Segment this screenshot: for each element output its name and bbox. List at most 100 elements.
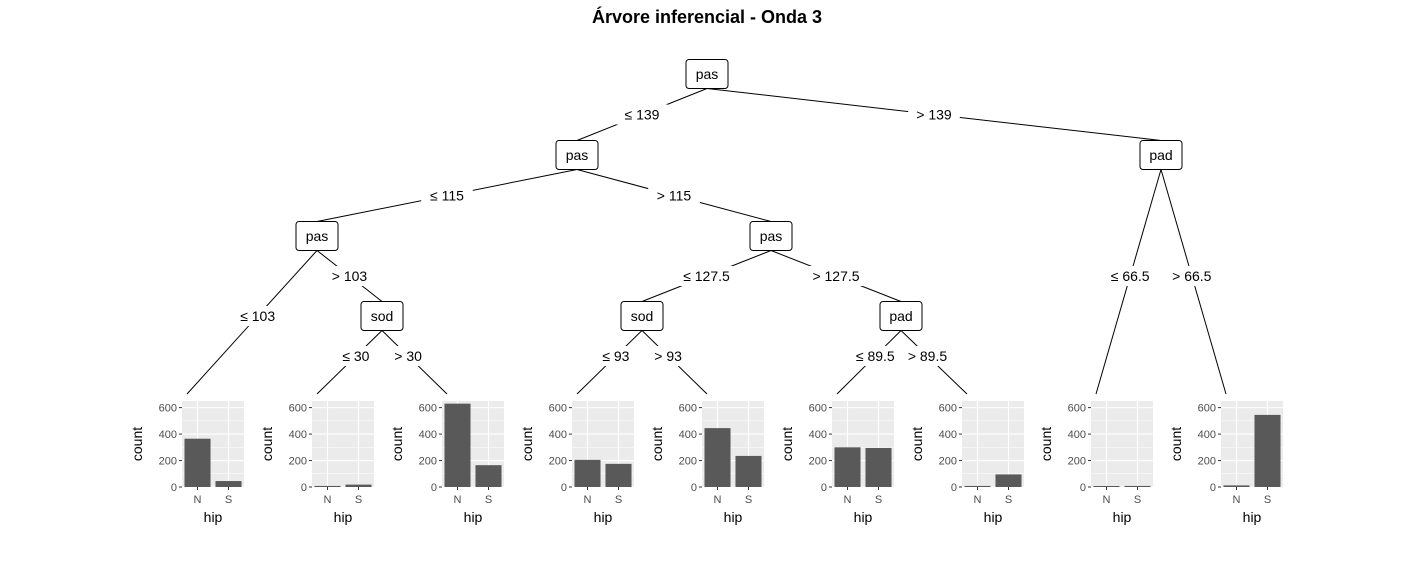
- x-tick-label: S: [745, 494, 752, 506]
- bar-N: [444, 403, 471, 487]
- x-tick-label: N: [844, 494, 852, 506]
- y-axis-title: count: [779, 427, 795, 461]
- node-box: [879, 301, 923, 331]
- edge-labels-layer: ≤ 139 > 139 ≤ 115 > 115 ≤ 103 > 103 ≤ 30 > 30 ≤ …: [231, 104, 1222, 366]
- bar-S: [475, 465, 502, 487]
- chart-title: Árvore inferencial - Onda 3: [592, 6, 822, 27]
- bar-S: [605, 463, 632, 487]
- bar-N: [574, 459, 601, 487]
- x-axis-title: hip: [854, 509, 873, 525]
- node-label: pad: [889, 308, 912, 324]
- y-axis-title: count: [909, 427, 925, 461]
- edge-label-bg: [333, 346, 378, 366]
- y-tick-label: 200: [549, 456, 567, 468]
- edge-label: > 89.5: [908, 348, 948, 364]
- y-tick-label: 0: [431, 482, 437, 494]
- x-axis-title: hip: [724, 509, 743, 525]
- bar-N: [314, 485, 341, 487]
- y-tick-label: 600: [809, 403, 827, 415]
- x-axis-title: hip: [204, 509, 223, 525]
- edge-label: > 66.5: [1172, 268, 1212, 284]
- tree-node-1: pas: [685, 59, 729, 89]
- y-tick-label: 400: [809, 429, 827, 441]
- x-tick-label: S: [355, 494, 362, 506]
- edge-label: ≤ 103: [240, 308, 275, 324]
- edge-label-bg: [593, 346, 638, 366]
- bar-S: [345, 484, 372, 487]
- bar-N: [964, 485, 991, 487]
- bar-S: [995, 474, 1022, 487]
- y-tick-label: 400: [679, 429, 697, 441]
- x-tick-label: S: [615, 494, 622, 506]
- bar-N: [1093, 486, 1120, 487]
- y-tick-label: 200: [159, 456, 177, 468]
- edge-label-bg: [908, 104, 960, 125]
- edge-label-bg: [421, 185, 473, 206]
- y-tick-label: 400: [1068, 429, 1086, 441]
- node-box: [620, 301, 664, 331]
- x-tick-label: S: [225, 494, 232, 506]
- node-label: pas: [696, 66, 719, 82]
- bar-N: [1223, 485, 1250, 487]
- edge-label: > 103: [332, 268, 368, 284]
- node-label: pas: [566, 147, 589, 163]
- y-tick-label: 0: [691, 482, 697, 494]
- plot-panel: [312, 401, 374, 487]
- tree-node-6: sod: [620, 301, 664, 331]
- edge-label: ≤ 115: [430, 188, 464, 204]
- edge-label-bg: [616, 104, 668, 125]
- edge-label-bg: [897, 346, 958, 366]
- y-tick-label: 600: [159, 403, 177, 415]
- edge-label-bg: [646, 346, 691, 366]
- node-label: sod: [371, 308, 394, 324]
- tree-node-7: pad: [879, 301, 923, 331]
- x-tick-label: S: [1264, 494, 1271, 506]
- edge-label: > 127.5: [812, 268, 859, 284]
- x-axis-title: hip: [1113, 509, 1132, 525]
- node-box: [1139, 140, 1183, 170]
- edge-label-bg: [1100, 266, 1160, 286]
- bar-S: [735, 455, 762, 487]
- node-box: [685, 59, 729, 89]
- y-tick-label: 200: [419, 456, 437, 468]
- y-tick-label: 200: [1068, 456, 1086, 468]
- x-tick-label: N: [1233, 494, 1241, 506]
- edge-label: ≤ 127.5: [683, 268, 730, 284]
- bar-N: [834, 447, 861, 487]
- y-tick-label: 600: [289, 403, 307, 415]
- node-label: sod: [631, 308, 654, 324]
- x-tick-label: N: [1103, 494, 1111, 506]
- edge-label-bg: [648, 185, 700, 206]
- bar-S: [865, 447, 892, 487]
- y-tick-label: 400: [939, 429, 957, 441]
- x-tick-label: S: [875, 494, 882, 506]
- node-label: pas: [760, 228, 783, 244]
- edge-label-bg: [323, 266, 376, 286]
- y-tick-label: 600: [419, 403, 437, 415]
- y-tick-label: 600: [939, 403, 957, 415]
- x-axis-title: hip: [334, 509, 353, 525]
- node-label: pad: [1149, 147, 1172, 163]
- edge-label-bg: [231, 306, 284, 326]
- y-tick-label: 0: [1210, 482, 1216, 494]
- y-tick-label: 400: [419, 429, 437, 441]
- edge-label: > 115: [657, 188, 692, 204]
- x-tick-label: N: [974, 494, 982, 506]
- y-axis-title: count: [1168, 427, 1184, 461]
- y-axis-title: count: [259, 427, 275, 461]
- y-axis-title: count: [129, 427, 145, 461]
- x-tick-label: N: [194, 494, 202, 506]
- y-tick-label: 0: [301, 482, 307, 494]
- bar-S: [1254, 414, 1281, 487]
- y-tick-label: 200: [939, 456, 957, 468]
- y-tick-label: 400: [549, 429, 567, 441]
- bar-N: [704, 428, 731, 487]
- edge-label: > 30: [394, 348, 422, 364]
- y-tick-label: 400: [159, 429, 177, 441]
- plot-panel: [962, 401, 1024, 487]
